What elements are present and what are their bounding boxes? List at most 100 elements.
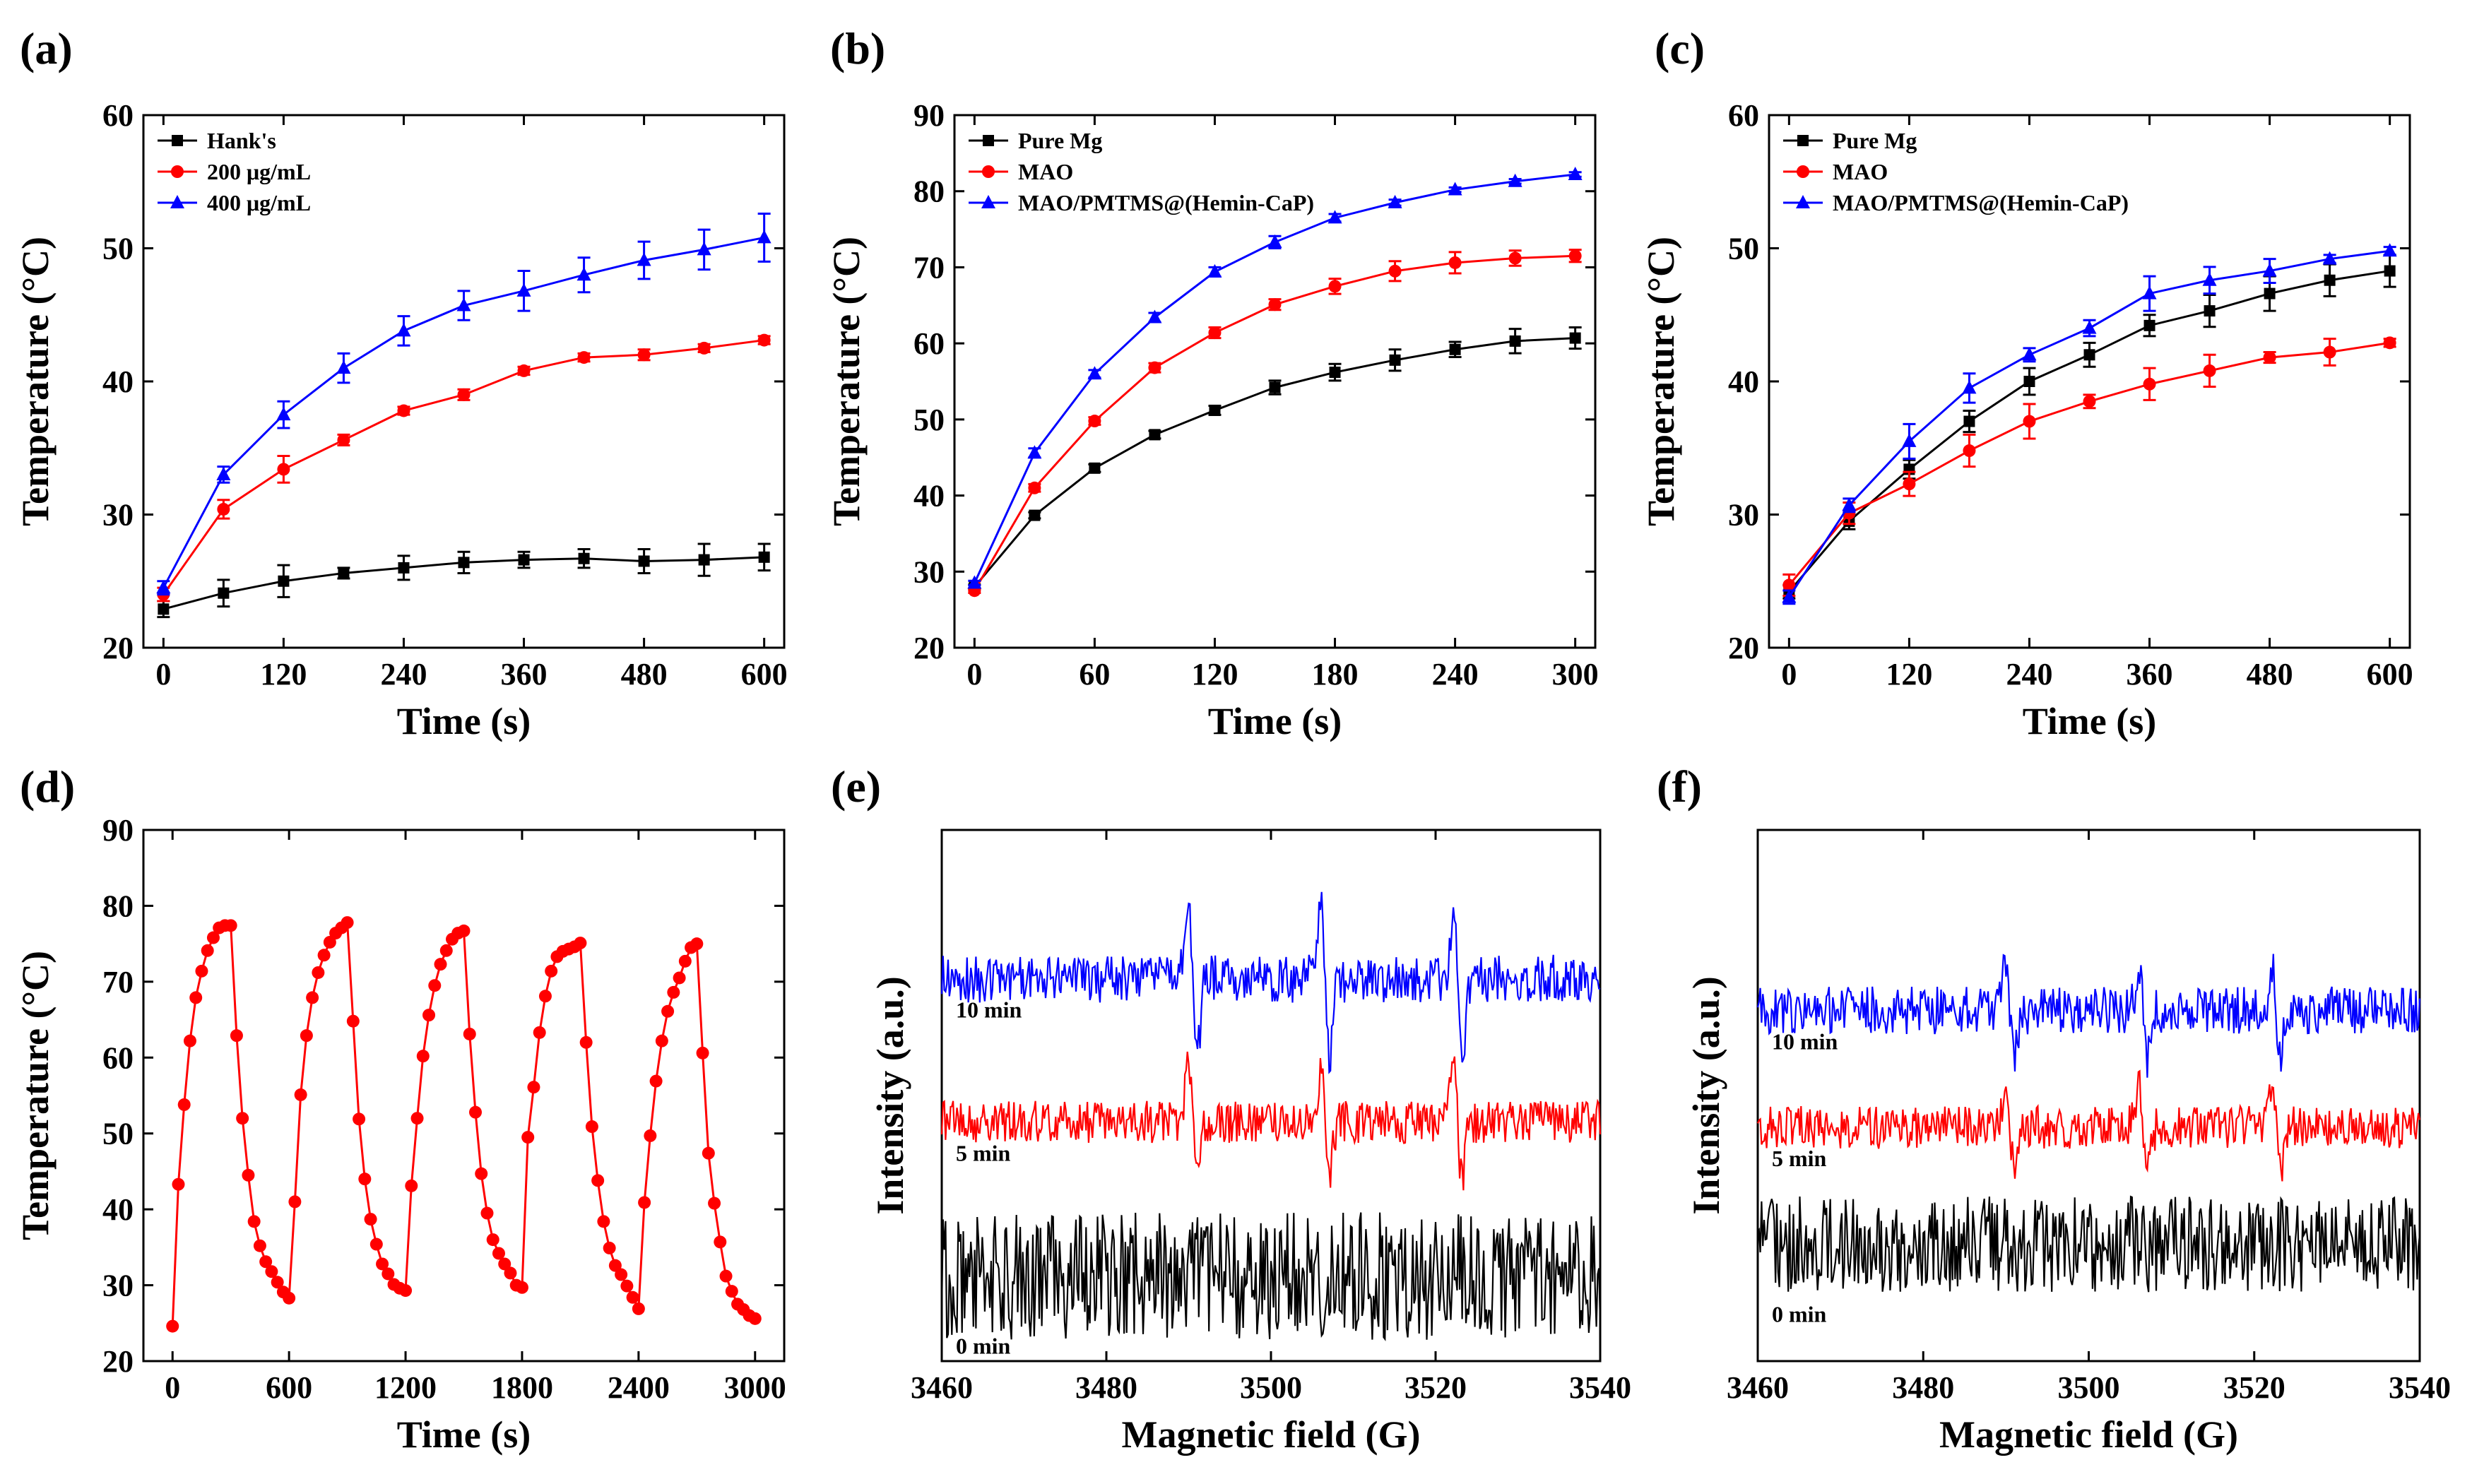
x-tick-label: 2400: [608, 1370, 670, 1405]
data-point-marker: [376, 1257, 389, 1271]
data-point-marker: [702, 1146, 715, 1160]
x-tick-label: 3000: [724, 1370, 786, 1405]
trace-label: 10 min: [956, 997, 1022, 1023]
x-tick-label: 360: [2127, 657, 2173, 691]
data-point-marker: [1268, 298, 1282, 311]
data-point-marker: [463, 1027, 476, 1040]
y-axis-title: Temperature (°C): [1640, 237, 1682, 526]
data-point-marker: [1207, 263, 1222, 278]
data-point-marker: [725, 1285, 738, 1298]
data-point-marker: [1782, 589, 1797, 603]
data-point-marker: [276, 407, 291, 421]
data-point-marker: [2083, 395, 2096, 408]
data-point-marker: [1797, 135, 1809, 146]
data-point-marker: [492, 1247, 505, 1260]
x-tick-label: 0: [165, 1370, 180, 1405]
data-point-marker: [1088, 415, 1101, 428]
data-point-marker: [1508, 251, 1522, 265]
data-point-marker: [678, 954, 692, 968]
x-axis-title: Time (s): [2023, 700, 2156, 742]
data-point-marker: [1149, 429, 1161, 441]
data-point-marker: [242, 1168, 255, 1182]
data-point-marker: [156, 580, 171, 594]
trace-1: 5 min: [1756, 1069, 2421, 1182]
data-point-marker: [518, 554, 530, 566]
data-point-marker: [982, 165, 995, 178]
data-point-marker: [399, 1284, 413, 1298]
data-point-marker: [597, 1215, 610, 1228]
data-point-marker: [719, 1269, 733, 1283]
data-point-marker: [714, 1235, 727, 1249]
x-tick-label: 1200: [374, 1370, 437, 1405]
data-point-marker: [171, 165, 184, 178]
data-point-marker: [2082, 320, 2097, 334]
data-point-marker: [353, 1112, 366, 1126]
data-point-marker: [1267, 234, 1282, 248]
y-tick-label: 60: [102, 1040, 134, 1075]
legend-label: Pure Mg: [1833, 128, 1917, 153]
data-point-marker: [983, 135, 994, 146]
x-tick-label: 3500: [1240, 1370, 1302, 1405]
data-point-marker: [288, 1195, 302, 1209]
data-point-marker: [698, 554, 710, 566]
series-line: [974, 337, 1575, 588]
data-point-marker: [247, 1215, 261, 1228]
panel-c: 0 120 240 360 480 600 20 30 40 50 60 Time (s) Temper…: [1640, 98, 2413, 742]
data-point-marker: [697, 341, 711, 355]
data-point-marker: [253, 1239, 266, 1252]
data-point-marker: [2083, 349, 2095, 361]
series-1: [1782, 336, 2396, 597]
series-line: [1788, 270, 2390, 593]
data-point-marker: [422, 1009, 436, 1022]
legend-label: Pure Mg: [1018, 128, 1102, 153]
data-point-marker: [637, 348, 651, 362]
y-tick-label: 20: [102, 1344, 134, 1379]
data-point-marker: [2202, 272, 2217, 286]
trace-1: 5 min: [940, 1051, 1602, 1191]
trace-2: 0 min: [940, 1212, 1602, 1359]
data-point-marker: [1328, 280, 1342, 293]
data-point-marker: [655, 1034, 668, 1047]
data-point-marker: [574, 937, 587, 950]
data-point-marker: [341, 916, 354, 930]
x-tick-label: 60: [1079, 657, 1110, 691]
x-tick-label: 3500: [2058, 1370, 2120, 1405]
y-tick-label: 20: [102, 631, 134, 665]
data-point-marker: [1448, 182, 1462, 196]
data-point-marker: [2323, 345, 2336, 359]
x-axis-title: Time (s): [397, 1413, 531, 1456]
data-point-marker: [1508, 173, 1522, 187]
data-point-marker: [382, 1267, 395, 1281]
data-point-marker: [277, 463, 290, 476]
data-point-marker: [369, 1237, 383, 1251]
data-point-marker: [1208, 326, 1222, 340]
legend: Pure Mg MAO MAO/PMTMS@(Hemin-CaP): [969, 128, 1314, 215]
data-point-marker: [1903, 477, 1916, 491]
data-point-marker: [579, 1035, 593, 1049]
series-line: [171, 920, 756, 1326]
data-point-marker: [283, 1291, 296, 1305]
data-point-marker: [649, 1074, 663, 1088]
x-tick-label: 3460: [911, 1370, 973, 1405]
data-point-marker: [397, 404, 410, 417]
data-point-marker: [1087, 366, 1102, 380]
x-tick-label: 1800: [491, 1370, 553, 1405]
y-tick-label: 60: [102, 98, 134, 133]
data-point-marker: [1269, 381, 1281, 393]
data-point-marker: [170, 195, 184, 208]
epr-spectrum-line: [940, 891, 1601, 1074]
x-tick-label: 3480: [1892, 1370, 1954, 1405]
y-tick-label: 50: [913, 403, 945, 437]
y-axis-title: Temperature (°C): [14, 951, 57, 1240]
series-1: [968, 249, 1582, 598]
x-tick-label: 600: [741, 657, 788, 691]
data-point-marker: [1963, 444, 1976, 458]
x-tick-label: 3460: [1727, 1370, 1789, 1405]
data-point-marker: [1388, 194, 1402, 208]
y-axis-title: Intensity (a.u.): [1685, 976, 1727, 1215]
data-point-marker: [364, 1213, 377, 1226]
data-point-marker: [475, 1167, 488, 1180]
trace-0: 10 min: [940, 891, 1601, 1074]
x-tick-label: 240: [380, 657, 427, 691]
